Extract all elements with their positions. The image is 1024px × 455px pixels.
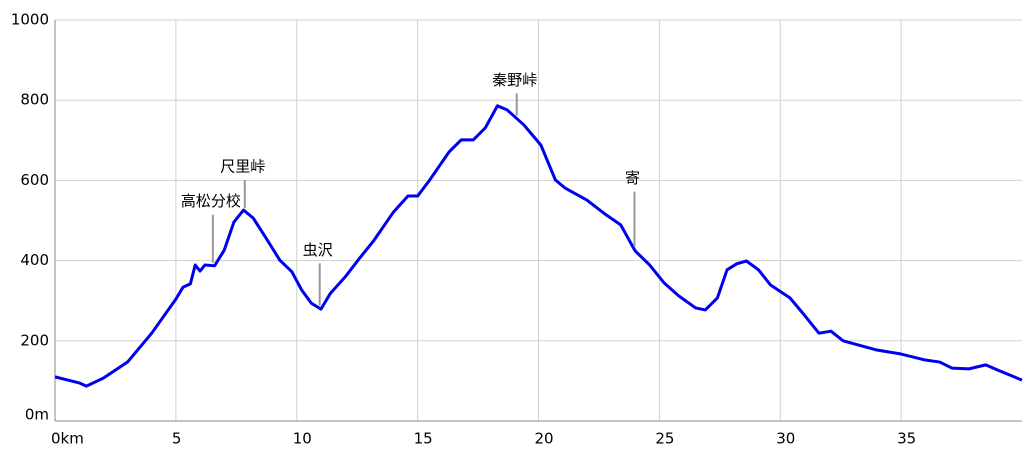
annotation-label: 秦野峠 xyxy=(492,71,537,89)
annotation-label: 虫沢 xyxy=(303,241,333,259)
y-tick-label: 400 xyxy=(20,251,49,269)
y-tick-label: 1000 xyxy=(11,11,49,29)
x-tick-label: 35 xyxy=(897,430,916,448)
annotation-label: 寄 xyxy=(625,169,640,187)
x-tick-label: 10 xyxy=(293,430,312,448)
x-tick-label: 20 xyxy=(535,430,554,448)
elevation-line xyxy=(54,104,1023,388)
x-tick-label: 5 xyxy=(172,430,182,448)
x-tick-label: 0km xyxy=(51,430,84,448)
x-tick-label: 15 xyxy=(414,430,433,448)
y-tick-label: 800 xyxy=(20,91,49,109)
annotation-label: 高松分校 xyxy=(181,192,241,210)
y-tick-label: 600 xyxy=(20,171,49,189)
y-tick-label: 0m xyxy=(25,406,49,424)
y-tick-label: 200 xyxy=(20,331,49,349)
x-tick-label: 30 xyxy=(776,430,795,448)
x-tick-label: 25 xyxy=(655,430,674,448)
annotation-label: 尺里峠 xyxy=(220,158,265,176)
